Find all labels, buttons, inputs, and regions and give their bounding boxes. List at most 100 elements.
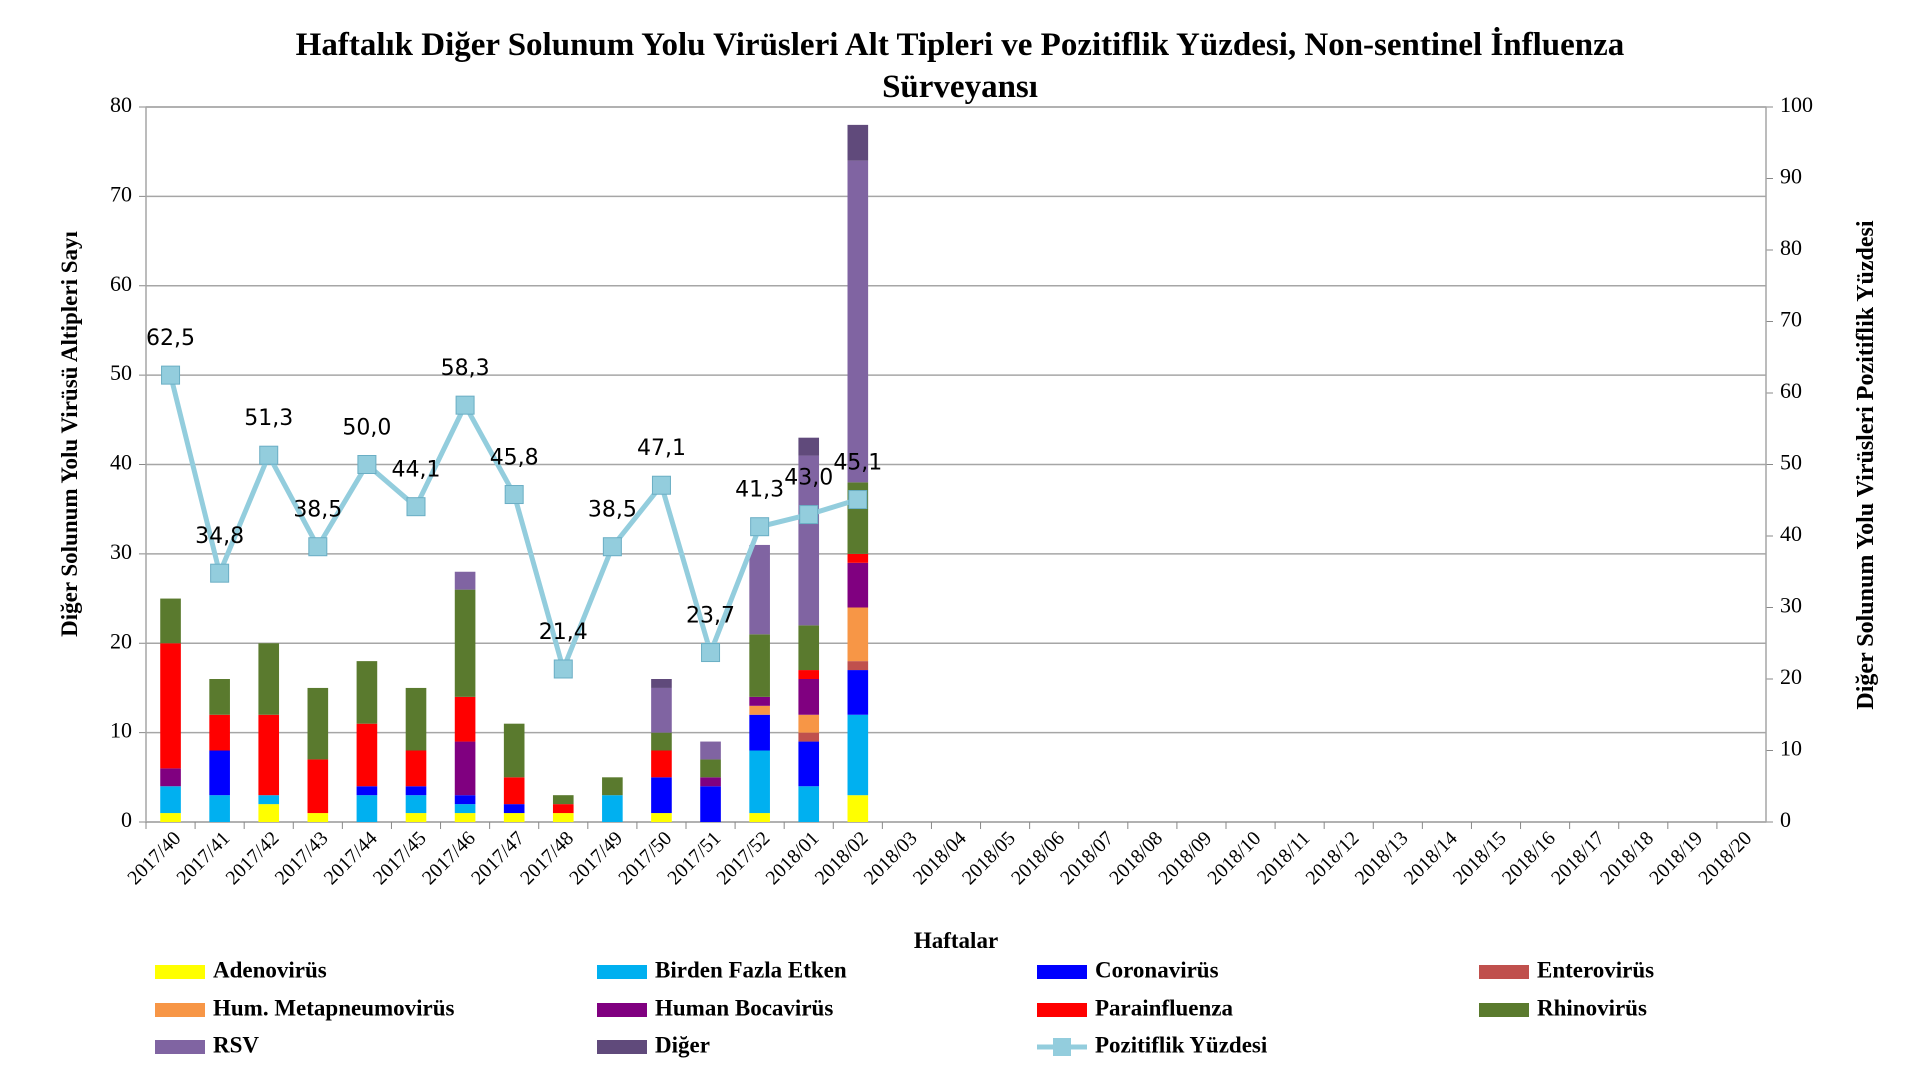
legend-swatch — [155, 1003, 205, 1017]
bar-segment — [749, 813, 770, 822]
y-tick-label: 0 — [121, 807, 132, 832]
x-tick-label: 2017/49 — [565, 827, 627, 889]
bar-segment — [749, 696, 770, 706]
line-marker — [210, 563, 230, 583]
bar-segment — [503, 804, 525, 814]
bar-segment — [847, 661, 869, 671]
legend-label: Enterovirüs — [1537, 957, 1654, 982]
bar-segment — [405, 795, 427, 814]
bar-segment — [602, 777, 623, 796]
line-marker — [799, 505, 819, 525]
x-tick-label: 2017/50 — [614, 827, 676, 889]
bar-segment — [209, 795, 230, 822]
data-label: 41,3 — [735, 478, 784, 503]
bar-segment — [454, 813, 476, 822]
line-marker — [553, 659, 573, 679]
x-tick-label: 2017/47 — [467, 827, 529, 889]
bar-segment — [798, 679, 820, 715]
bar-segment — [749, 634, 770, 697]
bar-segment — [405, 813, 427, 822]
bar-segment — [798, 455, 820, 626]
data-label: 38,5 — [293, 498, 342, 523]
x-tick-label: 2018/01 — [762, 827, 824, 889]
bar-segment — [405, 687, 427, 751]
line-marker — [651, 475, 671, 495]
bar-segment — [847, 562, 869, 608]
line-marker — [161, 365, 181, 385]
legend-swatch — [597, 965, 647, 979]
bar-segment — [503, 813, 525, 822]
bar-segment — [651, 813, 672, 822]
legend-label: RSV — [213, 1032, 259, 1057]
legend-swatch — [597, 1003, 647, 1017]
y2-tick-label: 100 — [1780, 92, 1813, 117]
bar-segment — [405, 786, 427, 796]
bar-segment — [651, 732, 672, 751]
bar-segment — [798, 670, 820, 679]
x-tick-label: 2018/05 — [958, 827, 1020, 889]
bar-segment — [258, 643, 280, 715]
bar-segment — [454, 741, 476, 796]
legend-label: Diğer — [655, 1032, 710, 1057]
x-tick-label: 2017/44 — [320, 827, 382, 889]
x-tick-label: 2018/11 — [1253, 827, 1314, 888]
x-tick-label: 2018/19 — [1645, 827, 1707, 889]
legend-swatch — [1037, 965, 1087, 979]
bar-segment — [700, 741, 721, 760]
bar-segment — [847, 714, 869, 796]
bar-segment — [651, 750, 672, 778]
bar-segment — [552, 795, 574, 805]
y2-tick-label: 20 — [1780, 664, 1802, 689]
bar-segment — [258, 714, 280, 796]
bar-segment — [307, 759, 329, 814]
bar-segment — [209, 679, 230, 715]
x-tick-label: 2018/07 — [1056, 827, 1118, 889]
line-marker — [406, 497, 426, 517]
data-label: 50,0 — [342, 416, 391, 441]
legend-label: Hum. Metapneumovirüs — [213, 995, 455, 1020]
bar-segment — [700, 786, 721, 822]
line-marker — [504, 485, 524, 505]
bar-segment — [356, 786, 378, 796]
bar-segment — [503, 777, 525, 805]
legend-label: Human Bocavirüs — [655, 995, 833, 1020]
x-tick-label: 2018/16 — [1498, 827, 1560, 889]
line-marker — [357, 455, 377, 474]
bar-segment — [749, 750, 770, 814]
x-tick-label: 2017/45 — [369, 827, 431, 889]
bar-segment — [847, 553, 869, 563]
line-marker — [259, 445, 279, 465]
y-tick-label: 50 — [110, 360, 132, 385]
bar-segment — [552, 804, 574, 814]
x-tick-label: 2018/18 — [1596, 827, 1658, 889]
x-tick-label: 2018/14 — [1400, 827, 1462, 889]
x-tick-label: 2018/20 — [1694, 827, 1756, 889]
x-tick-label: 2018/08 — [1105, 827, 1167, 889]
line-marker — [848, 490, 868, 510]
bar-segment — [700, 759, 721, 778]
y-tick-label: 70 — [110, 181, 132, 206]
data-label: 62,5 — [146, 326, 195, 351]
legend-swatch — [597, 1040, 647, 1054]
chart-title: Haftalık Diğer Solunum Yolu Virüsleri Al… — [295, 27, 1625, 105]
bar-segment — [847, 124, 869, 161]
bar-segment — [749, 714, 770, 751]
bar-segment — [749, 544, 770, 635]
bar-segment — [160, 598, 181, 644]
bar-segment — [454, 571, 476, 590]
data-label: 34,8 — [195, 524, 244, 549]
legend-label: Rhinovirüs — [1537, 995, 1647, 1020]
y-tick-label: 60 — [110, 271, 132, 296]
plot-border — [145, 106, 1767, 823]
bar-segment — [798, 741, 820, 787]
bar-segment — [405, 750, 427, 787]
bar-segment — [847, 160, 869, 483]
line-marker — [455, 395, 475, 415]
bar-segment — [552, 813, 574, 822]
y2-tick-label: 60 — [1780, 378, 1802, 403]
bar-segment — [209, 714, 230, 751]
legend-label: Pozitiflik Yüzdesi — [1095, 1032, 1268, 1057]
legend-marker — [1053, 1038, 1071, 1056]
